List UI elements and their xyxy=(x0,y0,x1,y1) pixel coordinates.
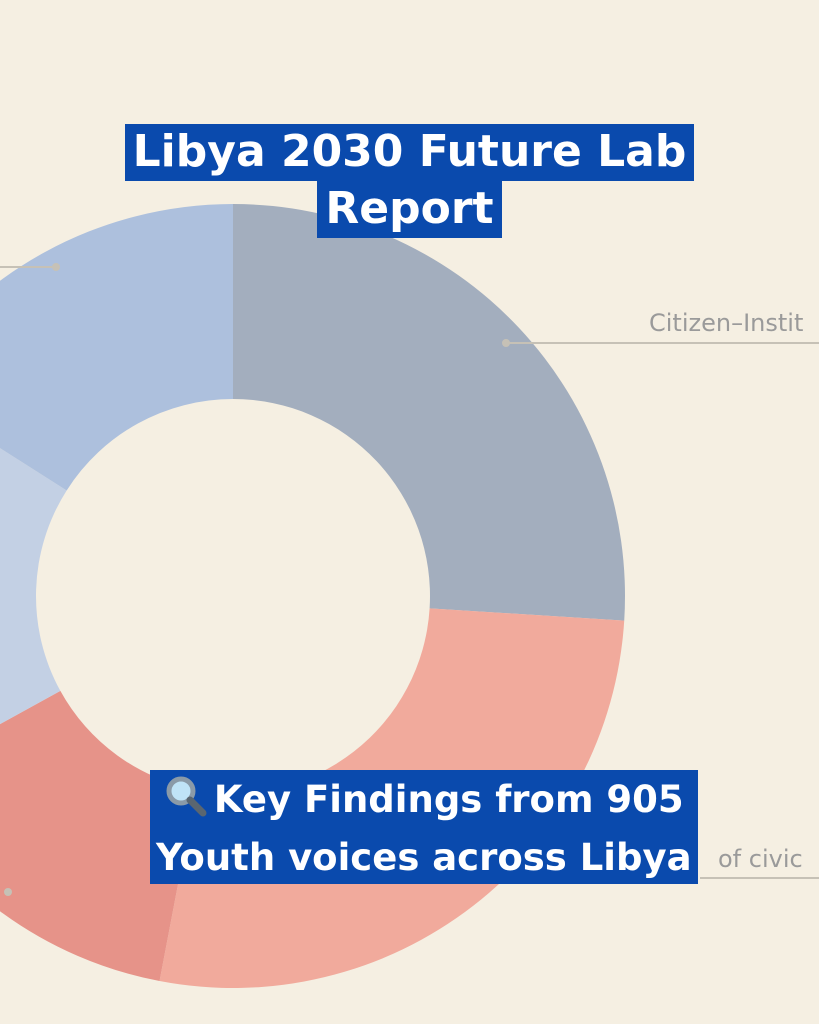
caption-line-1: Key Findings from 905 xyxy=(150,770,698,832)
donut-slice-2 xyxy=(0,690,197,982)
donut-slice-3 xyxy=(0,448,67,725)
title-line-2: Report xyxy=(317,181,502,238)
leader-dot-left-bottom xyxy=(4,888,12,896)
slice-label-civic: of civic xyxy=(718,845,803,873)
caption-line-2: Youth voices across Libya xyxy=(150,832,698,884)
caption-text-1: Key Findings from 905 xyxy=(213,778,684,821)
report-title: Libya 2030 Future Lab Report xyxy=(0,124,819,238)
key-findings-caption: Key Findings from 905 Youth voices acros… xyxy=(150,770,698,884)
magnifying-glass-icon xyxy=(164,774,208,827)
leader-dot-citizen xyxy=(502,339,510,347)
donut-slice-4 xyxy=(0,204,233,491)
slice-label-citizen: Citizen–Instit xyxy=(649,309,803,337)
title-line-1: Libya 2030 Future Lab xyxy=(124,124,695,181)
donut-slice-0 xyxy=(233,204,625,621)
leader-dot-left-top xyxy=(52,263,60,271)
